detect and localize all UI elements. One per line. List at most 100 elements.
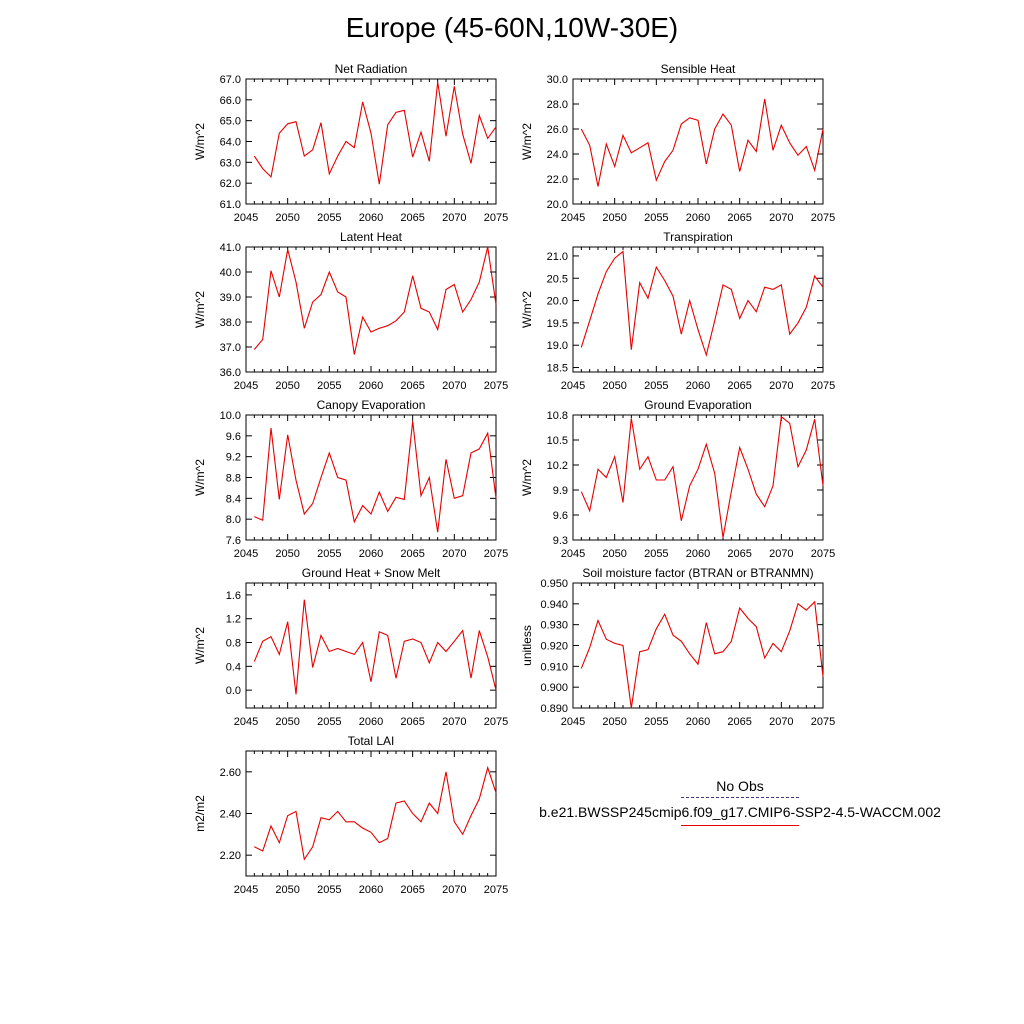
y-tick-label: 20.5	[547, 273, 568, 285]
plot-frame	[245, 750, 497, 877]
y-tick-label: 28.0	[547, 99, 568, 111]
x-tick-label: 2060	[359, 548, 383, 560]
y-tick-label: 22.0	[547, 174, 568, 186]
chart-ground-evaporation: Ground Evaporation 2045 2050 2055 2060 2065 20…	[520, 398, 835, 560]
y-tick-label: 36.0	[220, 367, 241, 379]
legend-model-label: b.e21.BWSSP245cmip6.f09_g17.CMIP6-SSP2-4…	[539, 804, 941, 820]
x-tick-label: 2060	[359, 716, 383, 728]
series-line	[254, 421, 497, 533]
x-tick-label: 2060	[686, 548, 710, 560]
y-tick-label: 8.0	[226, 514, 241, 526]
y-tick-label: 10.8	[547, 410, 568, 422]
y-tick-label: 0.910	[540, 661, 568, 673]
series-line	[580, 600, 824, 709]
x-tick-label: 2075	[811, 548, 835, 560]
x-tick-label: 2050	[275, 212, 299, 224]
y-tick-label: 0.920	[540, 641, 568, 653]
x-tick-label: 2060	[686, 212, 710, 224]
x-tick-label: 2045	[234, 716, 258, 728]
x-tick-label: 2065	[727, 380, 751, 392]
x-tick-label: 2050	[275, 380, 299, 392]
x-tick-label: 2055	[644, 212, 668, 224]
legend: No Obs b.e21.BWSSP245cmip6.f09_g17.CMIP6…	[530, 778, 950, 826]
y-tick-label: 10.2	[547, 460, 568, 472]
chart-title: Sensible Heat	[661, 62, 736, 76]
y-tick-label: 2.20	[220, 850, 241, 862]
x-tick-label: 2060	[686, 716, 710, 728]
series-line	[253, 599, 497, 695]
y-tick-label: 30.0	[547, 74, 568, 86]
x-tick-label: 2050	[602, 716, 626, 728]
x-tick-label: 2070	[442, 548, 466, 560]
y-tick-label: 26.0	[547, 124, 568, 136]
y-tick-label: 0.0	[226, 685, 241, 697]
series-line	[580, 98, 824, 187]
y-tick-label: 1.2	[226, 614, 241, 626]
legend-obs-line	[681, 797, 799, 798]
y-tick-label: 65.0	[220, 116, 241, 128]
x-tick-label: 2070	[769, 212, 793, 224]
chart-title: Ground Heat + Snow Melt	[302, 566, 441, 580]
x-tick-label: 2075	[811, 212, 835, 224]
chart-title: Ground Evaporation	[644, 398, 751, 412]
y-tick-label: 9.6	[226, 431, 241, 443]
y-tick-label: 18.5	[547, 363, 568, 375]
x-tick-label: 2075	[484, 548, 508, 560]
chart-title: Soil moisture factor (BTRAN or BTRANMN)	[582, 566, 813, 580]
y-tick-label: 24.0	[547, 149, 568, 161]
x-tick-label: 2070	[769, 380, 793, 392]
y-tick-label: 7.6	[226, 535, 241, 547]
x-tick-label: 2045	[561, 716, 585, 728]
plot-frame	[245, 582, 497, 709]
x-tick-label: 2045	[234, 548, 258, 560]
y-tick-label: 0.890	[540, 703, 568, 715]
x-tick-label: 2055	[317, 212, 341, 224]
x-tick-label: 2045	[561, 212, 585, 224]
x-tick-label: 2070	[442, 716, 466, 728]
x-tick-label: 2075	[484, 716, 508, 728]
chart-net-radiation: Net Radiation 2045 2050 2055 2060 2065 2070 207…	[193, 62, 508, 224]
x-tick-label: 2065	[400, 380, 424, 392]
chart-title: Canopy Evaporation	[317, 398, 426, 412]
x-tick-label: 2070	[442, 380, 466, 392]
y-axis-label: W/m^2	[193, 627, 207, 664]
x-tick-label: 2055	[317, 716, 341, 728]
x-tick-label: 2045	[561, 548, 585, 560]
plot-frame	[572, 78, 824, 205]
chart-transpiration: Transpiration 2045 2050 2055 2060 2065 2070 207…	[520, 230, 835, 392]
x-tick-label: 2065	[727, 548, 751, 560]
series-line	[580, 415, 824, 538]
chart-title: Net Radiation	[335, 62, 408, 76]
y-axis-label: W/m^2	[520, 291, 534, 328]
y-tick-label: 67.0	[220, 74, 241, 86]
x-tick-label: 2065	[400, 548, 424, 560]
chart-title: Latent Heat	[340, 230, 403, 244]
x-tick-label: 2075	[811, 716, 835, 728]
x-tick-label: 2065	[400, 884, 424, 896]
plot-frame	[245, 414, 497, 541]
y-tick-label: 19.0	[547, 340, 568, 352]
series-line	[253, 82, 497, 185]
x-tick-label: 2060	[359, 380, 383, 392]
chart-canopy-evaporation: Canopy Evaporation 2045 2050 2055 2060 2065 20…	[193, 398, 508, 560]
plot-frame	[572, 414, 824, 541]
x-tick-label: 2060	[686, 380, 710, 392]
x-tick-label: 2060	[359, 212, 383, 224]
x-tick-label: 2050	[602, 548, 626, 560]
y-tick-label: 9.9	[553, 485, 568, 497]
x-tick-label: 2075	[484, 380, 508, 392]
y-tick-label: 0.930	[540, 620, 568, 632]
x-tick-label: 2055	[644, 380, 668, 392]
chart-total-lai: Total LAI 2045 2050 2055 2060 2065 2070 2075 2.2…	[193, 734, 508, 896]
y-tick-label: 0.900	[540, 682, 568, 694]
chart-latent-heat: Latent Heat 2045 2050 2055 2060 2065 2070 2075 3…	[193, 230, 508, 392]
y-tick-label: 2.60	[220, 767, 241, 779]
y-tick-label: 61.0	[220, 199, 241, 211]
x-tick-label: 2050	[275, 884, 299, 896]
y-tick-label: 9.2	[226, 452, 241, 464]
x-tick-label: 2055	[317, 884, 341, 896]
x-tick-label: 2060	[359, 884, 383, 896]
y-tick-label: 63.0	[220, 157, 241, 169]
plot-frame	[572, 582, 824, 709]
